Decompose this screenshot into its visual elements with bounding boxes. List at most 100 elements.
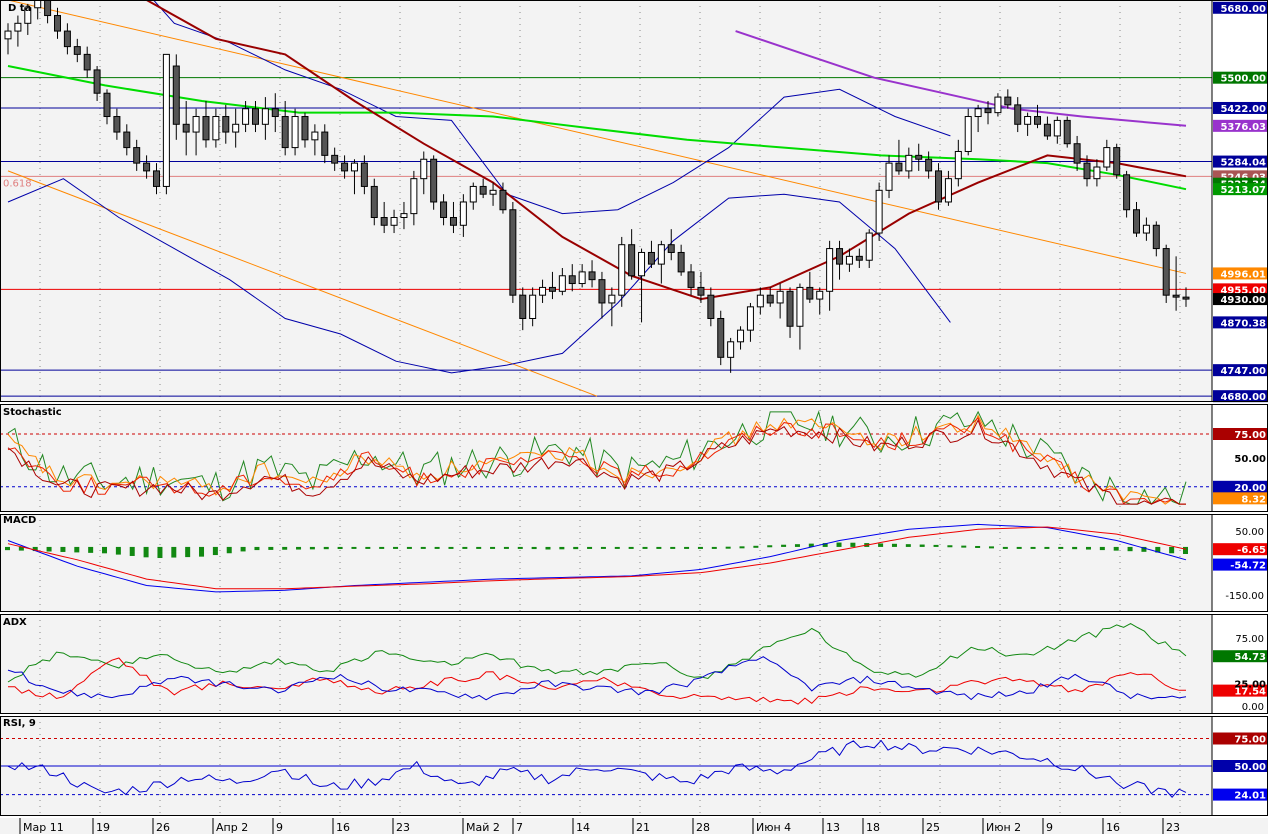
macd-histogram-bar <box>18 546 24 551</box>
macd-histogram-bar <box>240 546 246 552</box>
candle-body <box>232 123 240 133</box>
price-tag-label: 5500.00 <box>1220 74 1266 85</box>
macd-histogram-bar <box>1044 546 1050 549</box>
macd-histogram-bar <box>1002 546 1008 549</box>
macd-tag <box>1213 543 1268 556</box>
rsi-line <box>7 739 1187 798</box>
date-label: 28 <box>696 821 710 834</box>
candle-body <box>14 22 22 32</box>
candle-body <box>301 116 309 141</box>
macd-histogram-bar <box>559 546 565 550</box>
candle-body <box>53 15 61 32</box>
candle-body <box>261 108 269 125</box>
macd-histogram-bar <box>393 546 399 549</box>
macd-histogram-bar <box>628 546 634 549</box>
macd-histogram-bar <box>822 543 828 547</box>
candle-body <box>717 317 725 358</box>
candle-body <box>311 131 319 141</box>
price-tag <box>1213 390 1268 403</box>
candle-body <box>1083 162 1091 180</box>
macd-histogram-bar <box>60 546 66 552</box>
candle-body <box>499 189 507 211</box>
candle-body <box>1152 224 1160 250</box>
price-tag-label: 5422.00 <box>1220 104 1266 115</box>
candle-body <box>103 92 111 118</box>
macd-histogram-bar <box>961 545 967 548</box>
stochastic-tag <box>1213 492 1268 505</box>
candle-body <box>410 178 418 215</box>
candle-body <box>697 286 705 296</box>
price-tag-label: 5376.03 <box>1220 122 1266 133</box>
macd-bg <box>0 514 1212 612</box>
adx-tick: 75.00 <box>1235 634 1264 645</box>
price-tag-label: 4747.00 <box>1220 366 1266 377</box>
price-tag-label: 4955.00 <box>1220 285 1266 296</box>
candle-body <box>1182 296 1190 300</box>
candle-body <box>944 178 952 203</box>
price-tag-label: 4930.00 <box>1220 295 1266 306</box>
candle-body <box>182 123 190 133</box>
date-label: 14 <box>576 821 590 834</box>
macd-histogram-bar <box>1099 546 1105 551</box>
rsi-tag <box>1213 788 1268 801</box>
candle-body <box>331 154 339 164</box>
stochastic-tag-label: 20.00 <box>1234 483 1266 494</box>
adx-tag-label: 25.00 <box>1234 679 1266 690</box>
candle-body <box>667 244 675 253</box>
date-label: 16 <box>1106 821 1120 834</box>
bollinger-upper <box>152 0 951 215</box>
candle-body <box>380 217 388 226</box>
price-tag-label: 4996.01 <box>1220 269 1266 280</box>
candle-body <box>321 131 329 156</box>
macd-histogram-bar <box>1058 546 1064 549</box>
macd-histogram-bar <box>517 546 523 549</box>
candle-body <box>766 294 774 304</box>
rsi-tag-label: 50.00 <box>1234 762 1266 773</box>
candle-body <box>855 255 863 261</box>
candle-body <box>192 116 200 133</box>
macd-histogram-bar <box>46 546 52 552</box>
rsi-tag-label: 24.01 <box>1234 791 1266 802</box>
candle-body <box>172 65 180 125</box>
candle-body <box>222 116 230 133</box>
candle-body <box>93 69 101 94</box>
date-label: 16 <box>336 821 350 834</box>
macd-histogram-bar <box>143 546 149 558</box>
macd-histogram-bar <box>1016 546 1022 549</box>
candle-body <box>836 248 844 265</box>
candle-body <box>123 131 131 149</box>
price-tag-label: 5680.00 <box>1220 4 1266 15</box>
date-label: Июн 2 <box>986 821 1021 834</box>
stochastic-line <box>7 417 1186 505</box>
rsi-tag <box>1213 760 1268 772</box>
macd-histogram-bar <box>490 546 496 549</box>
macd-pane: 50.00 -150.00 -6.65 -54.72 <box>0 514 1268 612</box>
price-pane-title: D ta <box>8 3 31 14</box>
candle-body <box>845 255 853 265</box>
macd-histogram-bar <box>933 544 939 547</box>
price-tag <box>1213 1 1268 14</box>
candle-body <box>786 290 794 327</box>
price-tag-label: 4680.00 <box>1220 392 1266 403</box>
macd-histogram-bar <box>434 546 440 549</box>
candle-body <box>568 275 576 285</box>
macd-histogram-bar <box>351 546 357 549</box>
adx-tag <box>1213 650 1268 663</box>
candle-body <box>796 286 804 327</box>
macd-histogram-bar <box>753 545 759 548</box>
candle-body <box>578 271 586 285</box>
macd-histogram-bar <box>448 546 454 549</box>
macd-histogram-bar <box>5 546 10 551</box>
candle-body <box>875 189 883 234</box>
macd-histogram-bar <box>808 543 814 547</box>
date-label: 18 <box>866 821 880 834</box>
adx-line <box>7 656 1187 701</box>
macd-histogram-bar <box>614 546 620 549</box>
macd-histogram-bar <box>697 546 703 549</box>
date-label: 26 <box>156 821 170 834</box>
candle-body <box>251 108 259 125</box>
macd-histogram-bar <box>975 545 981 548</box>
candle-body <box>143 162 151 172</box>
candle-body <box>558 275 566 292</box>
